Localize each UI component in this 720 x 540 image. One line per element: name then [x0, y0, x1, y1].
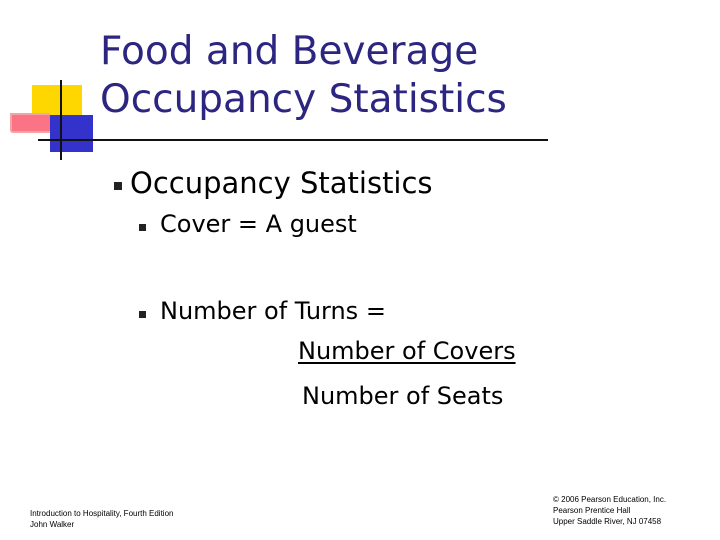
fraction-numerator: Number of Covers: [298, 337, 516, 365]
footer-publisher: Pearson Prentice Hall: [553, 506, 631, 515]
title-underline: [38, 139, 548, 141]
footer-book-title: Introduction to Hospitality, Fourth Edit…: [30, 509, 174, 518]
sub-bullet-turns: Number of Turns =: [160, 297, 386, 325]
slide-title: Food and Beverage Occupancy Statistics: [100, 28, 700, 124]
sub-bullet-cover: Cover = A guest: [160, 210, 357, 238]
logo-blue-square: [50, 115, 93, 152]
logo-red-bar-core: [12, 115, 50, 131]
footer-left: Introduction to Hospitality, Fourth Edit…: [30, 508, 173, 530]
footer-right: © 2006 Pearson Education, Inc. Pearson P…: [553, 494, 666, 527]
fraction-denominator: Number of Seats: [302, 382, 504, 410]
bullet-occupancy-statistics: Occupancy Statistics: [130, 166, 433, 200]
logo-vertical-line: [60, 80, 62, 160]
title-line-1: Food and Beverage: [100, 29, 479, 74]
footer-author: John Walker: [30, 520, 75, 529]
sub-bullet-square-icon: [139, 311, 146, 318]
sub-bullet-square-icon: [139, 224, 146, 231]
footer-copyright: © 2006 Pearson Education, Inc.: [553, 495, 667, 504]
title-line-2: Occupancy Statistics: [100, 77, 507, 122]
footer-address: Upper Saddle River, NJ 07458: [553, 517, 662, 526]
bullet-square-icon: [114, 182, 122, 190]
